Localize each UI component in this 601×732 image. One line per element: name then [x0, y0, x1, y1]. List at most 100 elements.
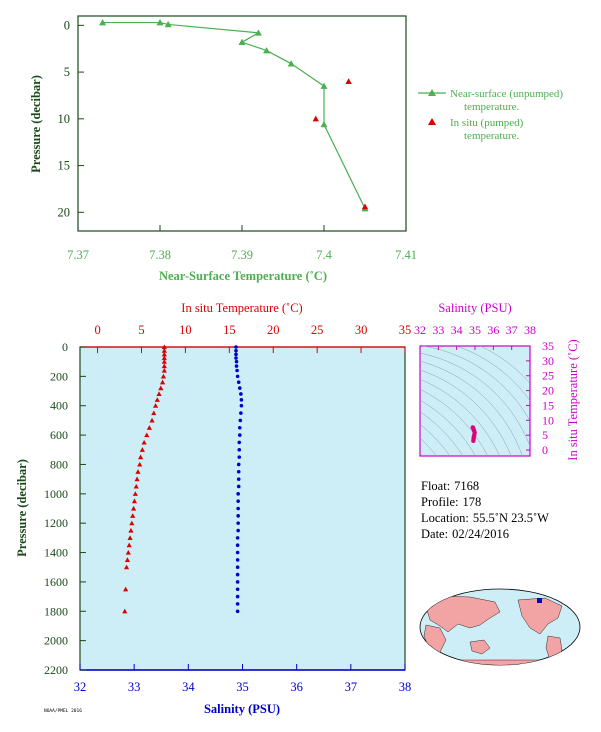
salinity-profile-point [239, 392, 243, 396]
salinity-profile-point [236, 506, 240, 511]
main-y-tick-label: 1800 [44, 604, 68, 618]
temperature-profile-point [161, 348, 167, 353]
salinity-profile-point [239, 403, 244, 408]
salinity-profile-point [239, 411, 243, 415]
salinity-profile-point [235, 536, 240, 540]
ts-y-tick-label: 10 [542, 413, 554, 427]
temperature-profile-point [135, 469, 141, 474]
ts-y-tick-label: 20 [542, 384, 554, 398]
salinity-profile-point [236, 477, 241, 481]
temperature-profile-point [161, 363, 167, 369]
main-bottom-tick-label: 32 [74, 680, 87, 694]
location-label: Location: [421, 511, 469, 525]
main-bottom-tick-label: 33 [128, 680, 141, 694]
temperature-profile-point [146, 425, 152, 430]
temperature-profile-point [161, 344, 167, 350]
pressure-profile-chart: 0200400600800100012001400160018002000220… [15, 301, 411, 716]
temperature-profile-point [156, 391, 162, 397]
temperature-profile-point [131, 498, 138, 504]
top-plot-frame [77, 15, 407, 232]
main-plot-frame [79, 346, 406, 671]
float-label: Float: [421, 479, 451, 493]
unpumped-temperature-point [287, 60, 295, 67]
salinity-profile-point [237, 455, 242, 459]
salinity-profile-point [234, 359, 239, 364]
profile-value: 178 [462, 495, 482, 509]
salinity-profile-point [234, 345, 238, 349]
ts-x-tick-label: 36 [487, 323, 499, 337]
temperature-profile-point [124, 557, 131, 562]
ts-y-tick-label: 0 [542, 443, 548, 457]
main-y-tick-label: 800 [50, 457, 68, 471]
salinity-profile-point [235, 609, 240, 614]
temperature-profile-point [127, 535, 133, 540]
main-y-tick-label: 600 [50, 428, 68, 442]
temperature-profile-point [132, 491, 138, 496]
top-y-tick-label: 15 [58, 159, 71, 173]
unpumped-temperature-line [102, 21, 366, 209]
salinity-profile-point [236, 484, 241, 489]
ts-y-tick-label: 30 [542, 354, 554, 368]
unpumped-temperature-point [254, 29, 262, 36]
salinity-profile-point [237, 433, 242, 437]
salinity-profile-point [235, 565, 240, 570]
main-bottom-axis-label: Salinity (PSU) [204, 702, 280, 716]
salinity-profile-point [236, 380, 241, 385]
temperature-profile-point [158, 385, 164, 391]
legend-label-unpumped-1: Near-surface (unpumped) [450, 88, 563, 100]
float-value: 7168 [454, 479, 480, 493]
temperature-profile-point [161, 359, 167, 364]
pumped-temperature-point [312, 115, 319, 122]
main-top-tick-label: 35 [399, 323, 412, 337]
main-bottom-tick-label: 36 [290, 680, 303, 694]
unpumped-temperature-point [263, 47, 271, 54]
main-top-tick-label: 20 [267, 323, 280, 337]
salinity-profile-point [235, 594, 240, 599]
ts-x-tick-label: 37 [506, 323, 518, 337]
main-y-tick-label: 1000 [44, 487, 68, 501]
temperature-profile-point [161, 367, 167, 373]
ts-y-tick-label: 35 [542, 339, 554, 353]
salinity-profile-point [234, 356, 238, 360]
temperature-profile-point [138, 454, 144, 460]
ts-title: Salinity (PSU) [438, 301, 511, 315]
date-label: Date: [421, 527, 449, 541]
location-line: Location: 55.5˚N 23.5˚W [421, 510, 549, 526]
salinity-profile-point [236, 514, 240, 518]
main-bottom-tick-label: 35 [236, 680, 249, 694]
salinity-profile-point [235, 572, 240, 577]
main-top-axis-label: In situ Temperature (˚C) [181, 301, 302, 315]
salinity-profile-point [236, 521, 240, 525]
temperature-profile-point [160, 373, 167, 379]
main-top-tick-label: 5 [138, 323, 144, 337]
temperature-profile-point [139, 447, 145, 452]
unpumped-temperature-point [156, 19, 164, 26]
salinity-profile-point [235, 558, 240, 562]
unpumped-temperature-point [238, 38, 246, 45]
main-bottom-tick-label: 38 [399, 680, 412, 694]
salinity-profile-point [236, 462, 241, 467]
main-top-tick-label: 15 [223, 323, 236, 337]
salinity-profile-point [237, 386, 242, 390]
unpumped-temperature-point [99, 19, 107, 26]
salinity-profile-point [236, 499, 240, 503]
pumped-temperature-point [345, 78, 352, 84]
legend-marker-unpumped [428, 89, 436, 96]
date-line: Date: 02/24/2016 [421, 526, 549, 542]
top-x-tick-label: 7.4 [316, 248, 332, 262]
main-bottom-tick-label: 37 [345, 680, 358, 694]
ts-x-tick-label: 34 [451, 323, 463, 337]
location-map [419, 588, 581, 666]
main-y-tick-label: 200 [50, 369, 68, 383]
salinity-profile-point [234, 348, 238, 353]
ts-y-tick-label: 25 [542, 369, 554, 383]
temperature-profile-point [144, 432, 150, 438]
ts-x-tick-label: 35 [469, 323, 481, 337]
temperature-profile-point [128, 527, 134, 533]
main-top-tick-label: 0 [94, 323, 100, 337]
date-value: 02/24/2016 [452, 527, 510, 541]
salinity-profile-point [235, 587, 240, 592]
temperature-profile-point [152, 403, 159, 408]
unpumped-temperature-point [320, 120, 328, 128]
temperature-profile-point [130, 505, 137, 511]
